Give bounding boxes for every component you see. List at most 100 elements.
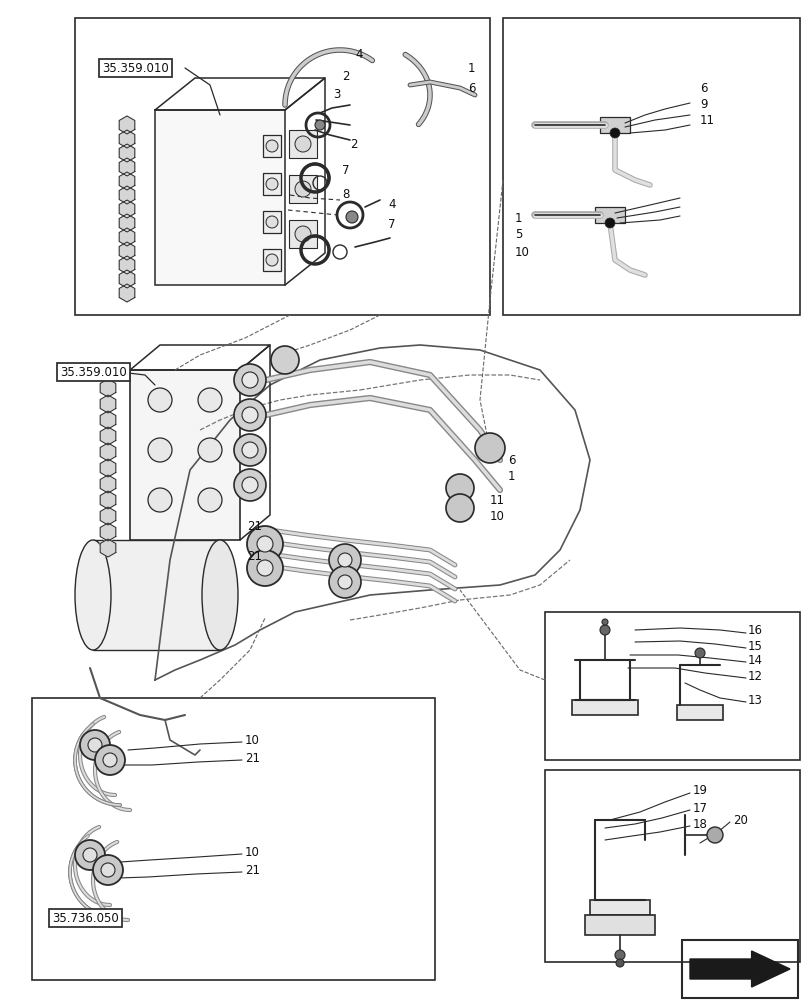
Text: 17: 17 bbox=[692, 802, 707, 814]
Bar bbox=[502, 18, 799, 315]
Circle shape bbox=[294, 181, 311, 197]
Circle shape bbox=[474, 433, 504, 463]
Circle shape bbox=[95, 745, 125, 775]
Text: 1: 1 bbox=[514, 212, 521, 225]
Polygon shape bbox=[119, 186, 135, 204]
Circle shape bbox=[609, 128, 620, 138]
Text: 35.359.010: 35.359.010 bbox=[102, 62, 169, 75]
Circle shape bbox=[315, 120, 324, 130]
Text: 18: 18 bbox=[692, 818, 707, 830]
Bar bbox=[289, 175, 316, 203]
Circle shape bbox=[328, 544, 361, 576]
Circle shape bbox=[345, 211, 358, 223]
Circle shape bbox=[80, 730, 109, 760]
Polygon shape bbox=[119, 130, 135, 148]
Polygon shape bbox=[100, 539, 116, 557]
Bar bbox=[544, 770, 799, 962]
Polygon shape bbox=[100, 459, 116, 477]
Circle shape bbox=[616, 959, 623, 967]
Bar bbox=[590, 900, 649, 915]
Polygon shape bbox=[119, 284, 135, 302]
Bar bbox=[93, 540, 220, 650]
Circle shape bbox=[445, 474, 474, 502]
Bar bbox=[594, 207, 624, 223]
Polygon shape bbox=[100, 523, 116, 541]
Bar bbox=[289, 220, 316, 248]
Circle shape bbox=[266, 254, 277, 266]
Circle shape bbox=[198, 438, 221, 462]
Polygon shape bbox=[119, 116, 135, 134]
Bar bbox=[263, 249, 281, 271]
Polygon shape bbox=[100, 411, 116, 429]
Polygon shape bbox=[119, 256, 135, 274]
Text: 21: 21 bbox=[247, 520, 262, 534]
Bar bbox=[32, 698, 435, 980]
Circle shape bbox=[247, 550, 283, 586]
Circle shape bbox=[234, 399, 266, 431]
Bar bbox=[263, 211, 281, 233]
Circle shape bbox=[148, 438, 172, 462]
Text: 10: 10 bbox=[245, 734, 260, 746]
Text: 7: 7 bbox=[341, 163, 349, 176]
Polygon shape bbox=[100, 507, 116, 525]
Polygon shape bbox=[119, 200, 135, 218]
Polygon shape bbox=[119, 242, 135, 260]
Text: 1: 1 bbox=[467, 62, 475, 75]
Text: 13: 13 bbox=[747, 694, 762, 706]
Circle shape bbox=[242, 407, 258, 423]
Bar bbox=[289, 130, 316, 158]
Circle shape bbox=[337, 553, 351, 567]
Polygon shape bbox=[100, 427, 116, 445]
Polygon shape bbox=[119, 270, 135, 288]
Circle shape bbox=[266, 216, 277, 228]
Circle shape bbox=[247, 526, 283, 562]
Bar bbox=[681, 940, 797, 998]
Text: 21: 21 bbox=[245, 752, 260, 764]
Polygon shape bbox=[100, 379, 116, 397]
Polygon shape bbox=[119, 158, 135, 176]
Bar bbox=[130, 370, 240, 540]
Circle shape bbox=[271, 346, 298, 374]
Bar bbox=[263, 173, 281, 195]
Polygon shape bbox=[100, 443, 116, 461]
Bar bbox=[544, 612, 799, 760]
Polygon shape bbox=[100, 491, 116, 509]
Polygon shape bbox=[100, 395, 116, 413]
Text: 9: 9 bbox=[699, 99, 706, 111]
Circle shape bbox=[294, 136, 311, 152]
Text: 20: 20 bbox=[732, 814, 747, 826]
Circle shape bbox=[148, 388, 172, 412]
Bar bbox=[599, 117, 629, 133]
Circle shape bbox=[601, 619, 607, 625]
Bar bbox=[584, 915, 654, 935]
Text: 10: 10 bbox=[514, 245, 530, 258]
Circle shape bbox=[242, 442, 258, 458]
Circle shape bbox=[294, 226, 311, 242]
Text: 6: 6 bbox=[508, 454, 515, 466]
Circle shape bbox=[266, 140, 277, 152]
Polygon shape bbox=[119, 144, 135, 162]
Circle shape bbox=[75, 840, 105, 870]
Text: 10: 10 bbox=[245, 846, 260, 858]
Bar bbox=[75, 18, 489, 315]
Text: 16: 16 bbox=[747, 624, 762, 637]
Bar bbox=[155, 110, 285, 285]
Polygon shape bbox=[119, 228, 135, 246]
Polygon shape bbox=[119, 214, 135, 232]
Text: 4: 4 bbox=[388, 198, 395, 212]
Text: 6: 6 bbox=[699, 82, 706, 95]
Circle shape bbox=[88, 738, 102, 752]
Circle shape bbox=[257, 536, 272, 552]
Circle shape bbox=[337, 575, 351, 589]
Circle shape bbox=[266, 178, 277, 190]
Text: 7: 7 bbox=[388, 219, 395, 232]
Circle shape bbox=[242, 477, 258, 493]
Circle shape bbox=[234, 469, 266, 501]
Bar bbox=[263, 135, 281, 157]
Polygon shape bbox=[100, 475, 116, 493]
Ellipse shape bbox=[202, 540, 238, 650]
Circle shape bbox=[614, 950, 624, 960]
Text: 2: 2 bbox=[350, 138, 357, 151]
Text: 6: 6 bbox=[467, 82, 475, 95]
Circle shape bbox=[101, 863, 115, 877]
